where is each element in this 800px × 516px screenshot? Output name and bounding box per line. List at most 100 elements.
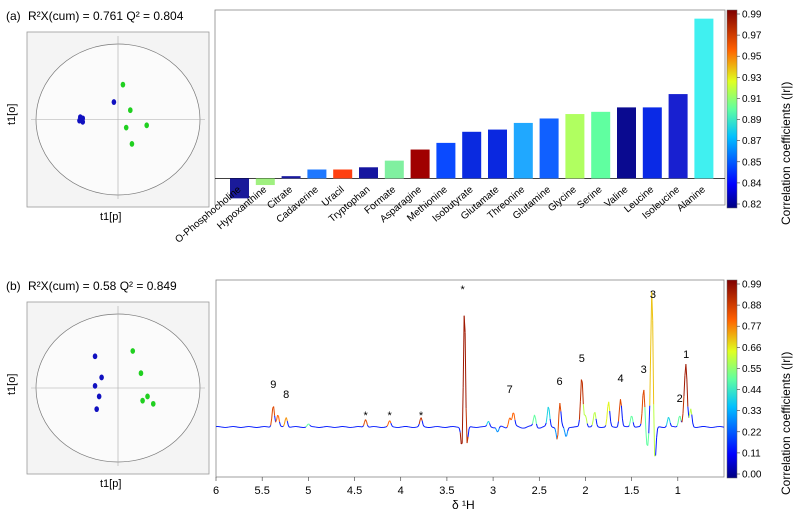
colorbar-tick-label-6: 0.33 bbox=[742, 406, 762, 417]
bar-3 bbox=[307, 169, 327, 179]
panel-a-stats: R²X(cum) = 0.761 Q² = 0.804 bbox=[28, 9, 184, 23]
spectrum-segment bbox=[560, 411, 563, 423]
score-b-point-green-3 bbox=[145, 393, 150, 400]
spectrum-segment bbox=[270, 418, 273, 426]
spectrum-segment bbox=[363, 422, 365, 426]
spectrum-segment bbox=[458, 427, 461, 433]
spectrum-segment bbox=[460, 442, 463, 445]
spectrum-xtick-label-0: 6 bbox=[213, 485, 219, 497]
spectrum-segment bbox=[514, 419, 517, 425]
spectrum-xtick-label-9: 1.5 bbox=[624, 485, 639, 497]
spectrum-segment bbox=[605, 418, 608, 426]
colorbar-b-label: Correlation coefficients (|r|) bbox=[779, 352, 793, 495]
score-a-point-blue-3 bbox=[80, 118, 86, 125]
bar-1 bbox=[255, 178, 275, 186]
spectrum-segment bbox=[461, 387, 464, 444]
bar-15 bbox=[617, 107, 636, 179]
spectrum-plot-b: δ ¹H 98 * * * * 7 6 5 4 3 3 2 1 6 5.5 5 4.5 4 3.5 3 2.5 2 1.5 1 bbox=[213, 279, 725, 512]
spectrum-segment bbox=[621, 418, 624, 426]
spectrum-segment bbox=[277, 414, 279, 417]
spectrum-segment bbox=[366, 424, 369, 428]
spectrum-segment bbox=[386, 424, 389, 427]
colorbar-b: Correlation coefficients (|r|) 0.99 0.88 0… bbox=[726, 280, 793, 495]
spectrum-segment bbox=[457, 426, 460, 429]
spectrum-segment bbox=[657, 426, 659, 429]
colorbar-tick-label-3: 0.93 bbox=[742, 73, 762, 84]
spectrum-segment bbox=[309, 424, 312, 427]
bar-12 bbox=[539, 118, 559, 179]
score-plot-b: t1[o] t1[p] bbox=[6, 301, 210, 490]
colorbar-tick-label-9: 0.82 bbox=[742, 200, 762, 211]
spectrum-segment bbox=[592, 413, 595, 421]
panel-b-label: (b) bbox=[6, 279, 21, 293]
peak-label-8: 5 bbox=[579, 353, 585, 365]
spectrum-segment bbox=[566, 430, 569, 436]
spectrum-segment bbox=[283, 419, 286, 425]
spectrum-segment bbox=[422, 424, 425, 427]
score-plot-a-xlabel: t1[p] bbox=[100, 211, 121, 223]
spectrum-segment bbox=[586, 423, 589, 427]
spectrum-segment bbox=[604, 425, 607, 428]
bar-0 bbox=[230, 178, 249, 199]
spectrum-segment bbox=[385, 425, 388, 428]
spectrum-segment bbox=[582, 404, 585, 416]
peak-label-3: * bbox=[388, 410, 393, 422]
spectrum-segment bbox=[467, 428, 470, 437]
spectrum-segment bbox=[498, 426, 501, 429]
spectrum-segment bbox=[585, 417, 588, 424]
spectrum-segment bbox=[534, 417, 537, 424]
spectrum-segment bbox=[563, 427, 566, 433]
spectrum-segment bbox=[686, 379, 689, 407]
spectrum-segment bbox=[669, 422, 672, 426]
panel-b-stats: R²X(cum) = 0.58 Q² = 0.849 bbox=[28, 279, 177, 293]
bar-10 bbox=[488, 129, 507, 179]
spectrum-segment bbox=[557, 414, 560, 435]
spectrum-segment bbox=[497, 430, 499, 433]
spectrum-segment bbox=[269, 425, 272, 428]
bar-9 bbox=[462, 131, 482, 179]
spectrum-segment bbox=[632, 422, 635, 427]
score-b-point-blue-0 bbox=[92, 353, 98, 360]
spectrum-segment bbox=[692, 422, 695, 427]
spectrum-segment bbox=[668, 418, 671, 424]
spectrum-segment bbox=[545, 415, 548, 423]
score-a-point-green-3 bbox=[123, 124, 129, 131]
score-b-point-green-0 bbox=[130, 348, 136, 354]
spectrum-segment bbox=[647, 433, 650, 446]
spectrum-segment bbox=[629, 416, 632, 422]
spectrum-segment bbox=[577, 425, 579, 427]
score-plot-b-ylabel: t1[o] bbox=[6, 374, 18, 395]
spectrum-segment bbox=[548, 409, 551, 420]
spectrum-segment bbox=[641, 395, 644, 414]
spectrum-segment bbox=[651, 291, 654, 321]
colorbar-tick-label-6: 0.87 bbox=[742, 136, 762, 147]
bar-2 bbox=[281, 176, 301, 179]
peak-label-10: 3 bbox=[641, 364, 647, 376]
peak-label-1: 8 bbox=[283, 389, 289, 401]
spectrum-segment bbox=[535, 423, 538, 428]
spectrum-segment bbox=[418, 419, 421, 425]
colorbar-a: Correlation coefficients (|r|) 0.99 0.97 0… bbox=[726, 10, 793, 225]
spectrum-segment bbox=[362, 425, 364, 428]
spectrum-segment bbox=[679, 415, 682, 421]
bar-13 bbox=[565, 114, 585, 179]
spectrum-segment bbox=[546, 406, 549, 416]
spectrum-segment bbox=[594, 412, 597, 419]
spectrum-xtick-label-2: 5 bbox=[305, 485, 311, 497]
colorbar-tick-label-4: 0.91 bbox=[742, 94, 762, 105]
spectrum-segment bbox=[486, 422, 489, 426]
spectrum-segment bbox=[580, 379, 583, 383]
spectrum-segment bbox=[622, 424, 625, 427]
colorbar-tick-label-5: 0.44 bbox=[742, 385, 762, 396]
spectrum-segment bbox=[285, 417, 288, 422]
spectrum-segment bbox=[510, 418, 513, 421]
spectrum-segment bbox=[417, 423, 420, 427]
peak-label-11: 3 bbox=[650, 289, 656, 301]
spectrum-segment bbox=[274, 415, 277, 423]
spectrum-segment bbox=[547, 406, 550, 410]
peak-label-12: 2 bbox=[677, 393, 683, 405]
spectrum-segment bbox=[616, 426, 618, 428]
spectrum-segment bbox=[513, 413, 516, 420]
spectrum-segment bbox=[505, 426, 508, 429]
spectrum-segment bbox=[276, 415, 279, 421]
